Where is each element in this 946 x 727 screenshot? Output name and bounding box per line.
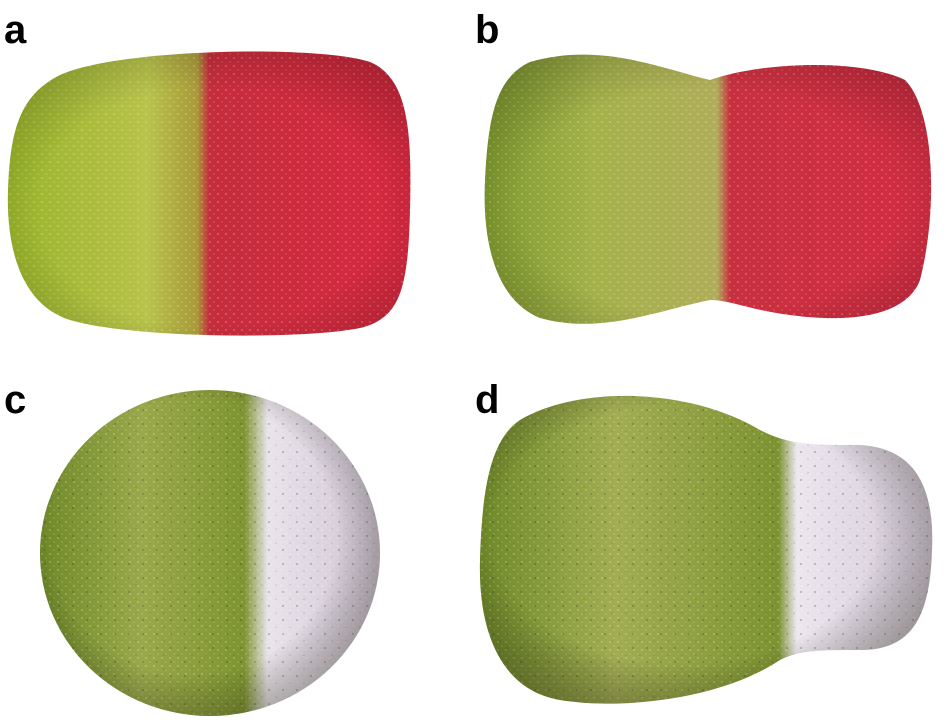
panel-d-embryo [479, 395, 933, 704]
panel-label-d: d [475, 378, 500, 422]
panel-label-c: c [4, 378, 27, 422]
panel-label-a: a [4, 8, 27, 52]
panel-a-embryo [7, 51, 411, 336]
panel-c-embryo [40, 390, 380, 716]
panel-label-b: b [475, 8, 500, 52]
panel-b-embryo [484, 54, 932, 324]
